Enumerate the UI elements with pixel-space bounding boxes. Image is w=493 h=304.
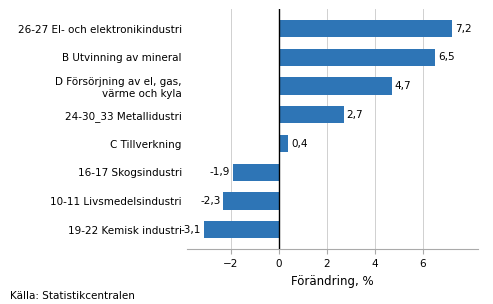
Bar [279,106,344,123]
X-axis label: Förändring, %: Förändring, % [291,275,374,288]
Bar [233,164,279,181]
Text: -3,1: -3,1 [181,225,201,235]
Bar [279,20,452,37]
Text: -2,3: -2,3 [200,196,220,206]
Bar [223,192,279,210]
Bar [279,49,435,66]
Bar [279,78,391,95]
Text: 6,5: 6,5 [438,52,455,62]
Text: 2,7: 2,7 [347,110,363,120]
Text: 4,7: 4,7 [394,81,411,91]
Text: Källa: Statistikcentralen: Källa: Statistikcentralen [10,291,135,301]
Text: 7,2: 7,2 [455,24,471,34]
Text: 0,4: 0,4 [291,139,308,149]
Bar [204,221,279,238]
Bar [279,135,288,152]
Text: -1,9: -1,9 [210,167,230,177]
